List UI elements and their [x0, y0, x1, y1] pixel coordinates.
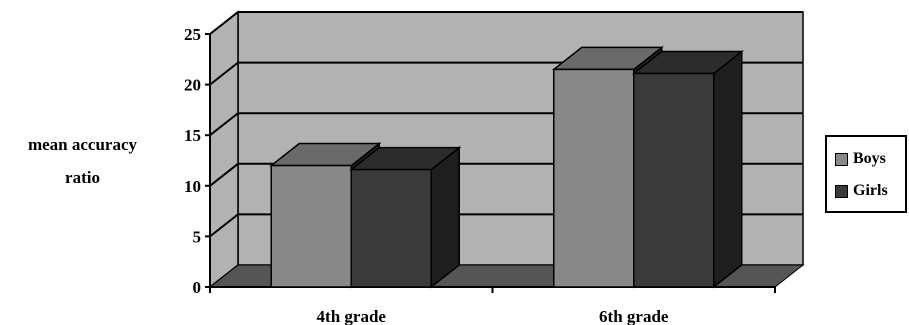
x-tick-label: 6th grade — [599, 307, 669, 325]
y-axis-label-line-1: mean accuracy — [27, 135, 138, 154]
bar-girls-6th-side — [713, 49, 743, 289]
bar-girls-4th-side — [430, 146, 460, 289]
y-tick-label: 15 — [184, 126, 201, 145]
y-tick-label: 20 — [184, 76, 201, 95]
legend-item-boys: Boys — [835, 149, 886, 169]
legend-label-girls: Girls — [853, 182, 888, 199]
bar-boys-6th — [553, 68, 635, 288]
legend-label-boys: Boys — [853, 150, 886, 167]
legend-swatch-girls — [835, 184, 848, 198]
legend: Boys Girls — [825, 135, 907, 213]
x-tick-label: 4th grade — [317, 307, 387, 325]
bar-boys-4th — [270, 164, 352, 288]
side-wall — [209, 10, 239, 289]
legend-item-girls: Girls — [835, 181, 888, 201]
y-tick-label: 25 — [184, 25, 201, 44]
y-tick-label: 0 — [193, 278, 202, 297]
y-tick-label: 5 — [193, 227, 202, 246]
y-axis-label-line-2: ratio — [65, 168, 100, 187]
bar-girls-6th — [633, 72, 715, 288]
bar-girls-4th — [350, 168, 432, 288]
y-tick-label: 10 — [184, 177, 201, 196]
gridline — [209, 11, 803, 35]
legend-swatch-boys — [835, 152, 848, 166]
